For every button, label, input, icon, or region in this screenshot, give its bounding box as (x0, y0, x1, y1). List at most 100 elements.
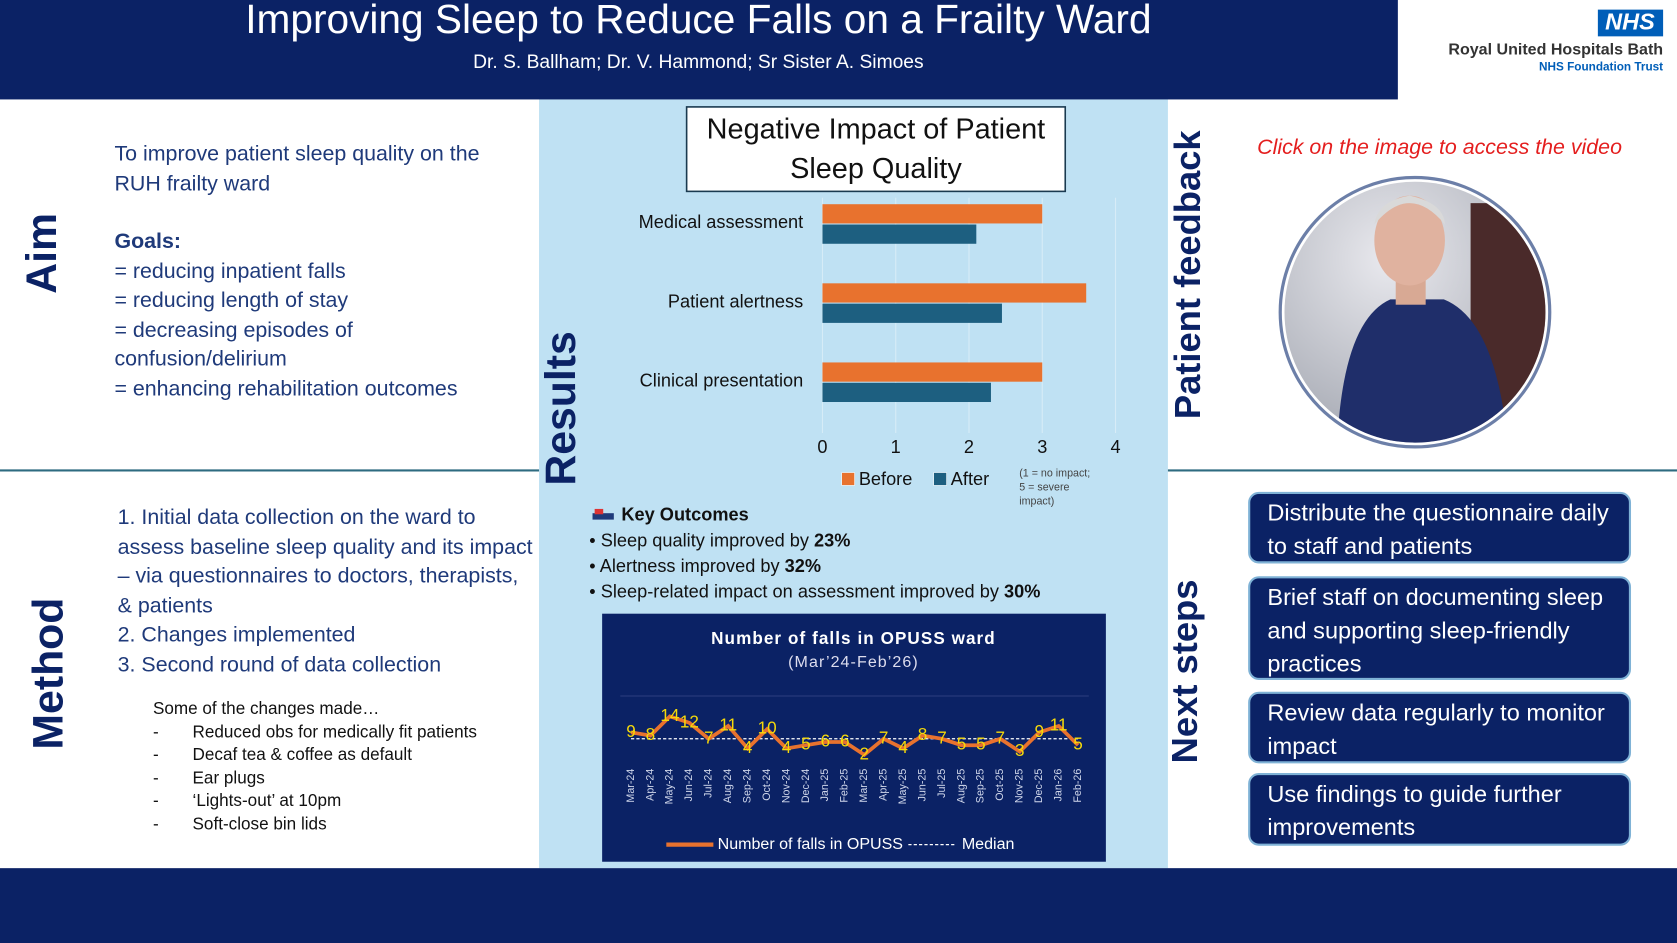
section-heading: Method (25, 598, 73, 750)
x-tick-label: 4 (1110, 437, 1120, 457)
x-tick-label: 3 (1037, 437, 1047, 457)
data-label: 4 (898, 738, 908, 757)
data-label: 7 (879, 728, 889, 747)
change-item: - ‘Lights-out’ at 10pm (153, 790, 527, 813)
video-thumbnail[interactable] (1278, 175, 1556, 449)
goal-item: = decreasing episodes of confusion/delir… (114, 318, 353, 371)
x-tick-label: Jun-25 (916, 769, 928, 802)
y-tick-label: Clinical presentation (640, 370, 804, 390)
change-item: - Ear plugs (153, 767, 527, 790)
bullet: - (152, 769, 159, 788)
outcome-text: Sleep-related impact on assessment impro… (600, 581, 999, 602)
data-label: 11 (1050, 715, 1068, 734)
next-step-box: Brief staff on documenting sleep and sup… (1248, 576, 1632, 680)
method-step: 2. Changes implemented (117, 623, 356, 647)
x-tick-label: 1 (891, 437, 901, 457)
outcome-value: 23% (814, 530, 851, 551)
x-tick-label: Feb-25 (839, 769, 851, 803)
title: Improving Sleep to Reduce Falls on a Fra… (245, 0, 1151, 42)
video-hint: Click on the image to access the video (1257, 135, 1622, 159)
x-tick-label: Jul-25 (936, 769, 948, 798)
goal-item: = reducing inpatient falls (114, 259, 346, 283)
outcome-value: 30% (1003, 581, 1041, 602)
outcome-item: • Alertness improved by 32% (589, 554, 1124, 580)
outcome-value: 32% (784, 555, 822, 577)
changes: Some of the changes made… - Reduced obs f… (153, 698, 527, 836)
changes-list: - Reduced obs for medically fit patients -… (153, 721, 527, 836)
bar (822, 283, 1087, 303)
footer-band (0, 868, 1677, 943)
y-tick-label: Medical assessment (639, 212, 804, 232)
goal-item: = enhancing rehabilitation outcomes (114, 376, 458, 401)
x-tick-label: Sep-24 (741, 769, 753, 804)
bar (822, 204, 1043, 224)
aim-text: To improve patient sleep quality on the … (114, 140, 520, 404)
x-tick-label: Oct-24 (761, 769, 773, 801)
x-tick-label: Apr-25 (878, 769, 890, 801)
data-label: 9 (626, 722, 636, 741)
x-tick-label: Dec-24 (800, 769, 812, 804)
change-text: Reduced obs for medically fit patients (192, 723, 477, 742)
x-tick-label: Mar-25 (858, 769, 870, 803)
data-label: 8 (918, 725, 928, 744)
bullet: - (152, 746, 159, 765)
data-label: 5 (1073, 735, 1083, 754)
bar (822, 303, 1002, 323)
x-tick-label: 0 (817, 437, 827, 457)
data-label: 6 (821, 732, 831, 751)
data-label: 7 (937, 728, 947, 747)
series-line (630, 714, 1080, 758)
x-tick-label: Aug-24 (722, 769, 734, 804)
chart-title: Number of falls in OPUSS ward (711, 629, 996, 648)
nhs-badge (1597, 9, 1664, 37)
chart-note: (1 = no impact; 5 = severe impact) (1019, 467, 1090, 507)
change-text: ‘Lights-out’ at 10pm (192, 792, 342, 811)
outcome-item: • Sleep quality improved by 23% (589, 528, 1124, 554)
legend-label: Median (962, 835, 1015, 853)
next-step-box: Use findings to guide further improvemen… (1248, 773, 1632, 846)
data-label: 5 (976, 735, 986, 754)
trust-name: Royal United Hospitals Bath (1448, 40, 1663, 58)
x-tick-label: Nov-25 (1014, 769, 1026, 804)
bullet: - (152, 723, 159, 742)
change-text: Ear plugs (192, 769, 265, 788)
change-item: - Soft-close bin lids (153, 813, 527, 836)
x-tick-label: May-25 (897, 769, 909, 805)
bullet: • (589, 581, 601, 602)
bullet: • (589, 555, 600, 577)
data-label: 2 (860, 744, 870, 763)
trust-subtitle: NHS Foundation Trust (1539, 60, 1663, 73)
method-step: 3. Second round of data collection (117, 652, 442, 677)
key-outcomes: Key Outcomes • Sleep quality improved by… (589, 503, 1124, 606)
x-tick-label: Feb-26 (1072, 769, 1084, 803)
legend-label: Number of falls in OPUSS (718, 835, 903, 853)
outcomes-heading: Key Outcomes (621, 504, 749, 525)
header-band (0, 0, 1398, 100)
note-line: 5 = severe (1019, 481, 1069, 493)
data-label: 8 (646, 725, 656, 744)
title-line: Negative Impact of Patient (707, 113, 1046, 145)
x-tick-label: 2 (964, 437, 974, 457)
data-label: 4 (782, 738, 792, 757)
method-steps: 1. Initial data collection on the ward t… (118, 504, 535, 680)
data-label: 7 (996, 728, 1006, 747)
note-line: (1 = no impact; (1019, 467, 1090, 479)
data-label: 14 (660, 706, 679, 725)
x-tick-label: Jan-26 (1052, 769, 1064, 802)
y-tick-label: Patient alertness (668, 291, 803, 311)
section-heading: Patient feedback (1167, 130, 1208, 420)
outcome-item: • Sleep-related impact on assessment imp… (589, 579, 1124, 605)
authors: Dr. S. Ballham; Dr. V. Hammond; Sr Siste… (473, 52, 923, 73)
chart-subtitle: (Mar’24-Feb’26) (788, 653, 919, 671)
chart-title-box (685, 106, 1067, 193)
goal-item: = reducing length of stay (114, 288, 349, 313)
goals-list: = reducing inpatient falls = reducing len… (114, 257, 520, 404)
data-label: 5 (957, 735, 967, 754)
section-heading: Next steps (1164, 580, 1205, 764)
aim-statement: To improve patient sleep quality on the … (114, 142, 480, 196)
x-tick-label: Mar-24 (625, 769, 637, 803)
bar (822, 224, 977, 244)
x-tick-label: Jun-24 (683, 769, 695, 802)
